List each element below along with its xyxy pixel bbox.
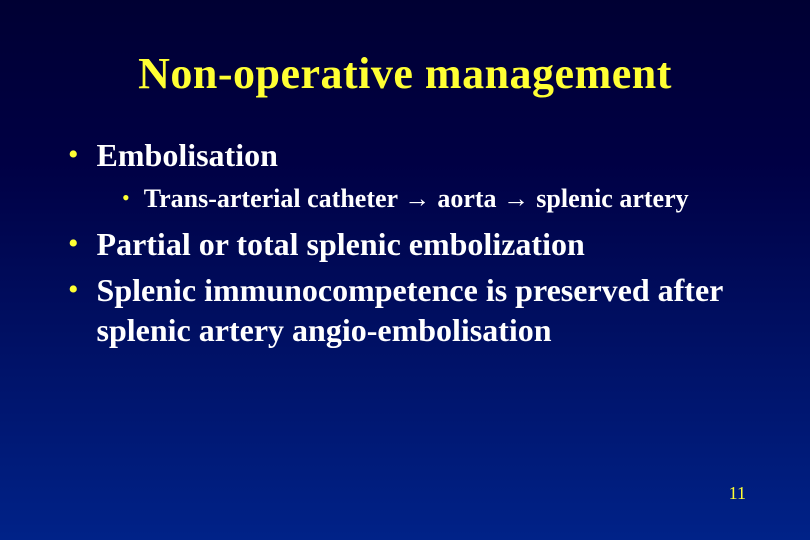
sub-bullet-text: Trans-arterial catheter → aorta → spleni… [144, 181, 689, 216]
arrow-icon: → [503, 183, 536, 213]
bullet-dot-icon: • [68, 270, 79, 310]
bullet-item: • Partial or total splenic embolization [68, 224, 760, 264]
sub-bullet-part: splenic artery [536, 184, 688, 213]
slide-title: Non-operative management [50, 48, 760, 99]
sub-bullet-part: Trans-arterial catheter [144, 184, 398, 213]
bullet-text: Splenic immunocompetence is preserved af… [97, 270, 760, 350]
bullet-text: Embolisation [97, 135, 278, 175]
bullet-dot-icon: • [68, 224, 79, 264]
arrow-icon: → [404, 183, 437, 213]
slide: Non-operative management • Embolisation … [0, 0, 810, 540]
bullet-text: Partial or total splenic embolization [97, 224, 585, 264]
bullet-item: • Embolisation [68, 135, 760, 175]
bullet-item: • Splenic immunocompetence is preserved … [68, 270, 760, 350]
bullet-dot-icon: • [122, 181, 130, 215]
bullet-dot-icon: • [68, 135, 79, 175]
sub-bullet-item: • Trans-arterial catheter → aorta → sple… [122, 181, 760, 216]
page-number: 11 [729, 483, 746, 504]
sub-bullet-part: aorta [437, 184, 496, 213]
